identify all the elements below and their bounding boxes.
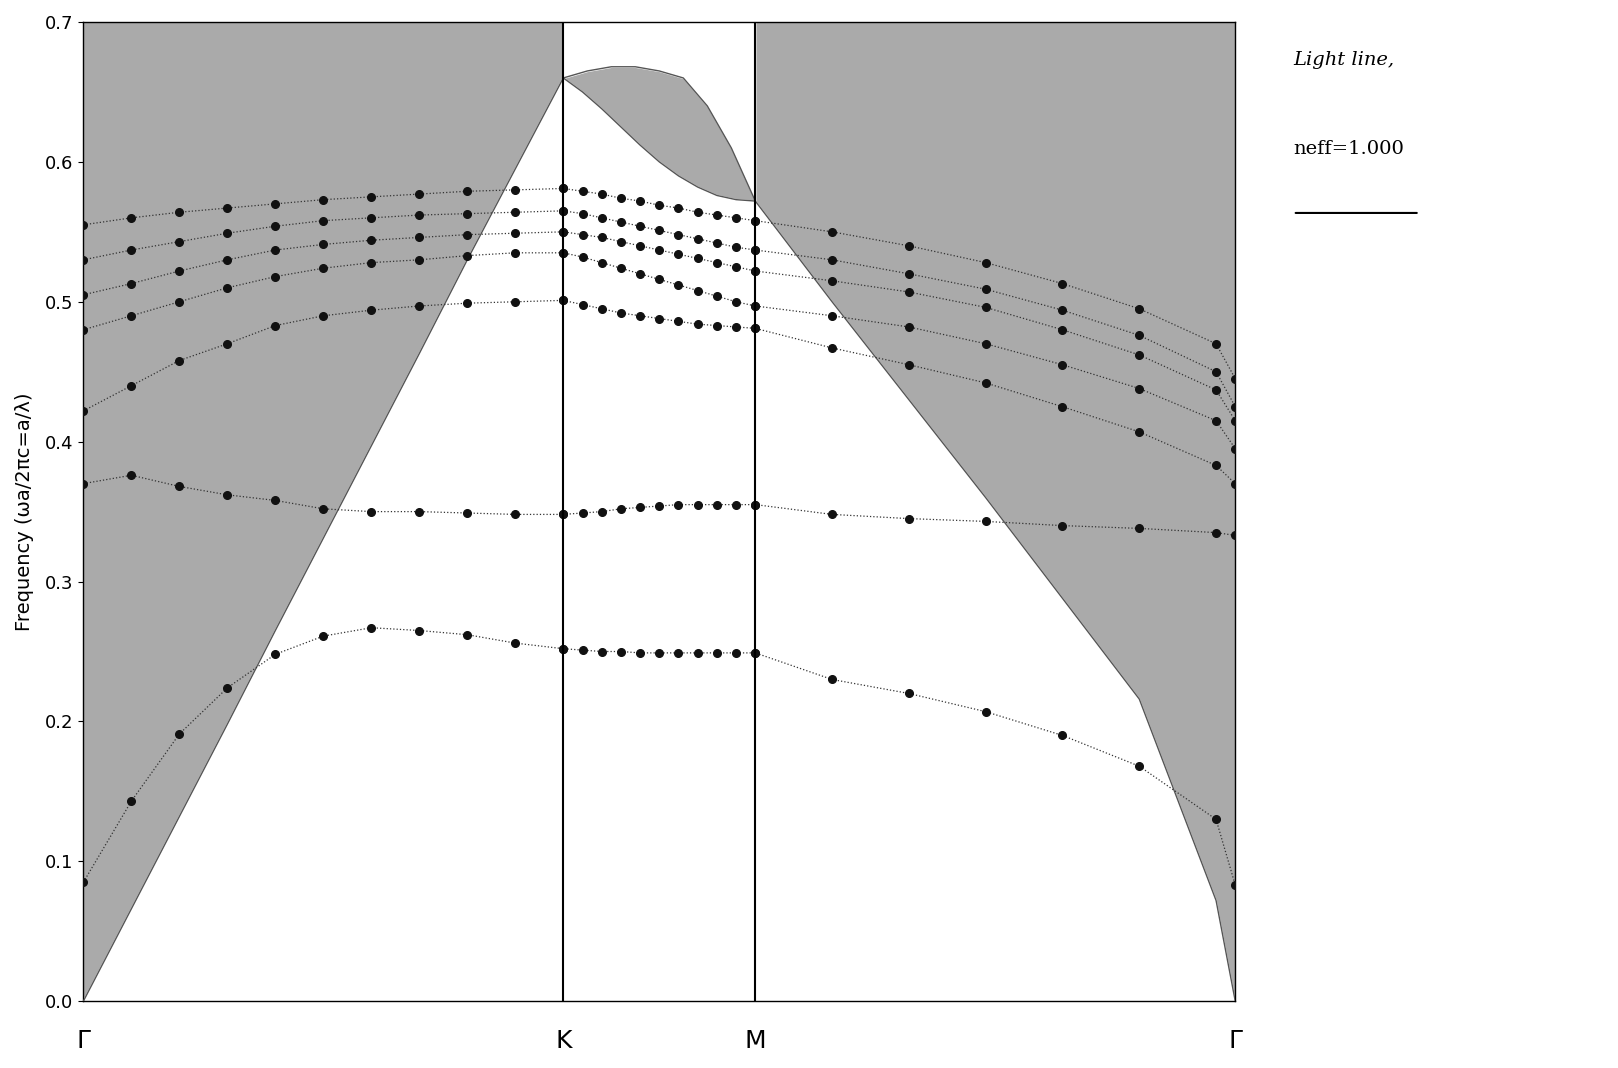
- Text: neff=1.000: neff=1.000: [1293, 140, 1404, 157]
- Y-axis label: Frequency (ωa/2πc=a/λ): Frequency (ωa/2πc=a/λ): [15, 392, 34, 631]
- Polygon shape: [84, 78, 1235, 1001]
- Text: Light line,: Light line,: [1293, 51, 1395, 69]
